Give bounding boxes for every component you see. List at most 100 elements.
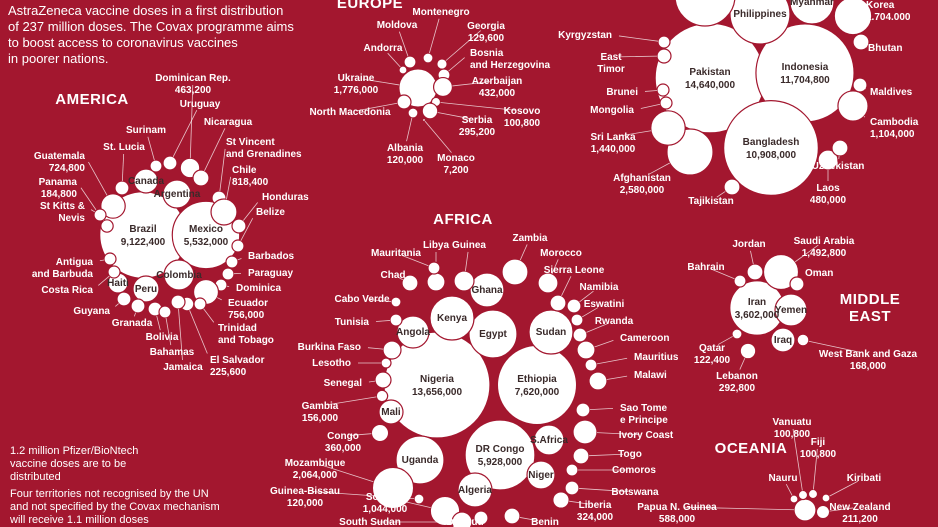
value-label: 1.704.000 xyxy=(866,12,911,23)
country-label: Burkina Faso xyxy=(298,342,361,353)
connector xyxy=(813,448,818,490)
bubble-label: Iran xyxy=(748,297,766,308)
country-label: Benin xyxy=(531,517,559,527)
bubble-label: Haiti xyxy=(107,278,129,289)
bubble xyxy=(566,298,582,314)
value-label: 292,800 xyxy=(719,383,756,394)
connector xyxy=(862,43,868,48)
bubble xyxy=(576,340,596,360)
bubble xyxy=(421,117,427,123)
connector xyxy=(618,35,659,42)
country-label: Albania xyxy=(387,143,424,154)
connector xyxy=(88,161,108,196)
bubble xyxy=(739,342,757,360)
country-label: Montenegro xyxy=(412,7,469,18)
country-label: Congo xyxy=(327,431,359,442)
country-label: Bosnia and Herzegovina xyxy=(470,48,550,71)
connector xyxy=(428,18,440,54)
value-label: 1,776,000 xyxy=(334,85,379,96)
bubble xyxy=(789,494,799,504)
value-label: 100,800 xyxy=(800,449,837,460)
connector xyxy=(115,303,119,307)
bubble xyxy=(396,315,430,349)
value-label: 168,000 xyxy=(850,361,887,372)
bubble-label: Pakistan xyxy=(689,67,730,78)
bubble xyxy=(192,169,210,187)
value-label: 156,000 xyxy=(302,413,339,424)
value-label: 100,800 xyxy=(774,429,811,440)
bubble xyxy=(231,218,247,234)
bubble xyxy=(403,55,417,69)
connector xyxy=(792,428,803,491)
bubble-label: Kenya xyxy=(437,313,467,324)
connector xyxy=(739,357,746,370)
connector xyxy=(589,407,614,411)
note: 1.2 million Pfizer/BioNtech vaccine doses… xyxy=(10,445,138,483)
bubble-label: Ghana xyxy=(471,285,503,296)
connector xyxy=(863,116,866,118)
connector xyxy=(406,117,413,142)
connector xyxy=(321,464,374,483)
bubble xyxy=(789,276,805,292)
country-label: Malawi xyxy=(634,370,667,381)
country-label: Namibia xyxy=(580,282,619,293)
connector xyxy=(619,130,652,137)
bubble xyxy=(413,493,425,505)
country-label: St. Lucia xyxy=(103,142,145,153)
bubble xyxy=(496,344,578,426)
bubble-label: Yemen xyxy=(775,305,807,316)
country-label: Monaco xyxy=(437,153,475,164)
bubble-label: Philippines xyxy=(733,9,787,20)
bubble-label: Indonesia xyxy=(782,62,829,73)
country-label: Korea xyxy=(866,0,895,11)
bubble xyxy=(723,178,741,196)
country-label: Oman xyxy=(805,268,833,279)
value-label: 11,704,800 xyxy=(780,75,830,86)
connector xyxy=(402,255,429,267)
connector xyxy=(750,250,754,265)
country-label: Somalia xyxy=(366,492,405,503)
country-label: Bahrain xyxy=(687,262,724,273)
country-label: Kyrgyzstan xyxy=(558,30,612,41)
bubble xyxy=(163,259,195,291)
connector xyxy=(829,480,858,497)
bubble xyxy=(837,90,869,122)
bubble-label: Mali xyxy=(381,407,401,418)
value-label: 756,000 xyxy=(228,310,265,321)
bubble xyxy=(103,252,117,266)
connector xyxy=(98,275,110,286)
bubble-label: Peru xyxy=(135,284,157,295)
connector xyxy=(356,102,398,112)
connector xyxy=(519,517,539,522)
country-label: Guinea xyxy=(452,240,486,251)
bubble xyxy=(231,239,245,253)
bubble xyxy=(674,0,736,27)
bubble-label: Uganda xyxy=(402,455,439,466)
country-label: Tunisia xyxy=(335,317,370,328)
value-label: 5,928,000 xyxy=(478,457,523,468)
bubble xyxy=(398,65,408,75)
bubble xyxy=(533,424,565,456)
bubble xyxy=(584,358,598,372)
country-label: Papua N. Guinea xyxy=(637,502,717,513)
country-label: Liberia xyxy=(579,500,612,511)
value-label: 2,580,000 xyxy=(620,185,665,196)
bubble xyxy=(370,423,390,443)
country-label: Sri Lanka xyxy=(590,132,635,143)
bubble xyxy=(552,491,570,509)
country-label: Sierra Leone xyxy=(544,265,605,276)
connector xyxy=(551,259,559,274)
country-label: Bolivia xyxy=(146,332,179,343)
country-label: Togo xyxy=(618,449,642,460)
bubble xyxy=(380,357,392,369)
value-label: 7,620,000 xyxy=(515,387,560,398)
country-label: Guatemala xyxy=(34,151,86,162)
connector xyxy=(172,110,198,157)
value-label: 1,492,800 xyxy=(802,248,847,259)
connector xyxy=(243,202,258,221)
bubble-label: Sudan xyxy=(536,327,567,338)
country-label: Chile xyxy=(232,165,257,176)
country-label: Kosovo xyxy=(504,106,541,117)
connector xyxy=(133,312,137,317)
country-label: St Vincent and Grenadines xyxy=(226,137,302,160)
